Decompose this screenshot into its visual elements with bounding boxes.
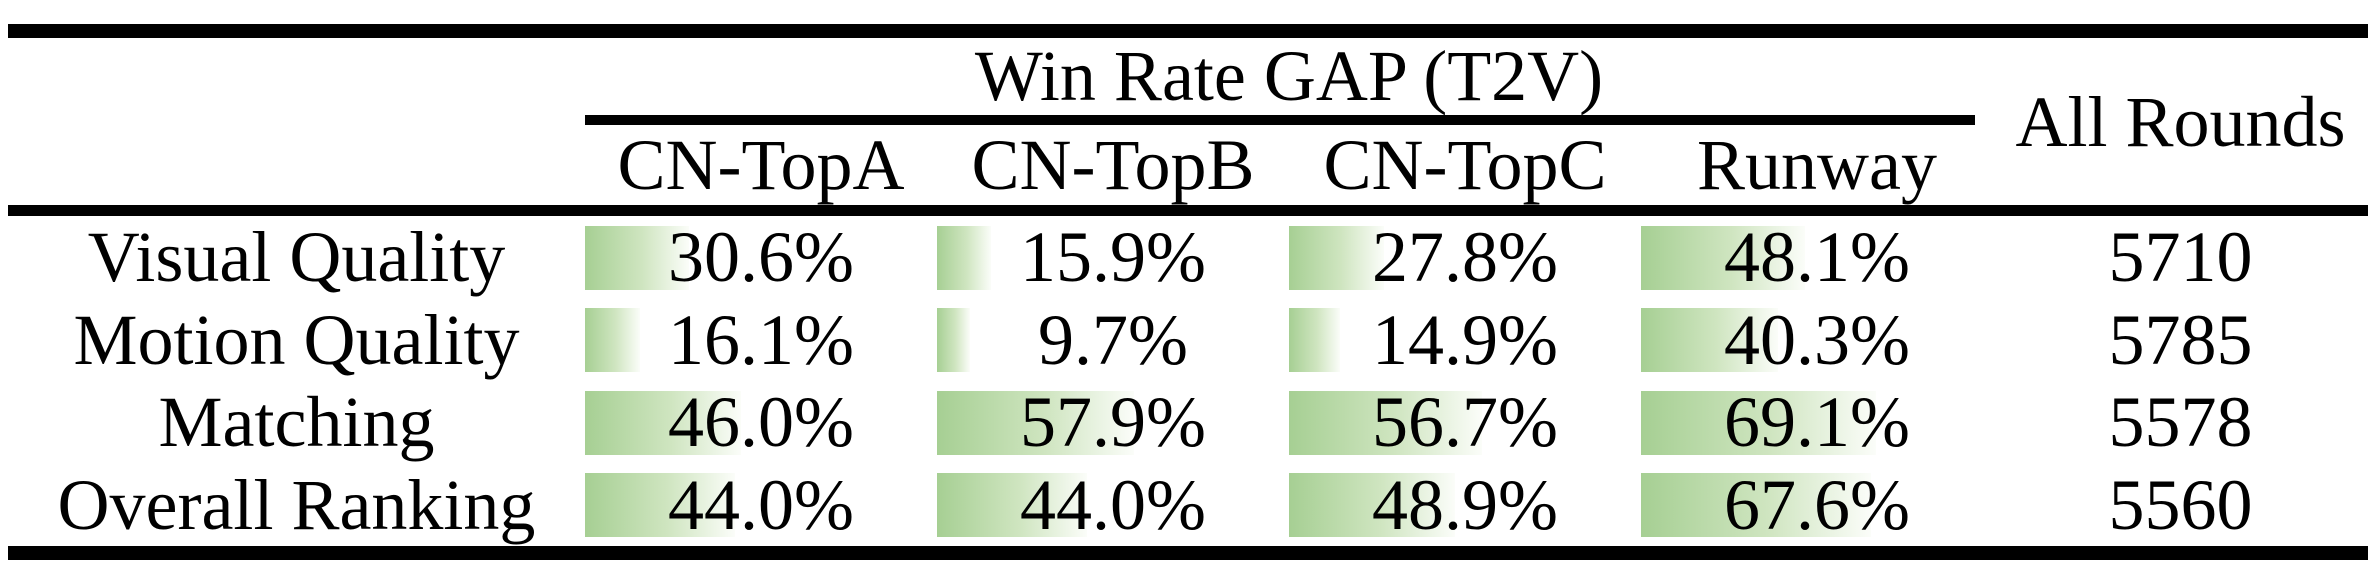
- data-bar: [1641, 308, 1779, 372]
- data-bar-track: [1641, 308, 1981, 372]
- table-row-visual-quality: Visual Quality 30.6% 15.9% 27.8% 48.1% 5…: [8, 216, 2368, 299]
- pct-value: 40.3%: [1724, 299, 1910, 380]
- all-rounds-value: 5560: [2108, 464, 2253, 545]
- data-bar: [937, 225, 992, 290]
- pct-cell: 14.9%: [1289, 299, 1641, 382]
- table-row-overall-ranking: Overall Ranking 44.0% 44.0% 48.9% 67.6% …: [8, 464, 2368, 547]
- data-bar-track: [585, 225, 925, 290]
- column-header-cn-topc: CN-TopC: [1323, 125, 1607, 205]
- pct-cell: 40.3%: [1641, 299, 1993, 382]
- row-label: Overall Ranking: [57, 464, 536, 545]
- pct-cell: 9.7%: [937, 299, 1289, 382]
- data-bar-track: [1289, 225, 1629, 290]
- row-label: Motion Quality: [73, 299, 520, 380]
- header-bottom-rule: [8, 205, 2368, 216]
- all-rounds-value: 5710: [2108, 217, 2253, 297]
- pct-cell: 16.1%: [585, 299, 937, 382]
- pct-cell: 48.1%: [1641, 216, 1993, 299]
- pct-value: 44.0%: [1020, 464, 1206, 545]
- data-bar-track: [585, 473, 925, 537]
- pct-value: 44.0%: [668, 464, 854, 545]
- pct-value: 56.7%: [1372, 382, 1558, 462]
- data-bar: [585, 225, 690, 290]
- pct-cell: 30.6%: [585, 216, 937, 299]
- pct-value: 15.9%: [1020, 217, 1206, 297]
- data-bar-track: [937, 473, 1277, 537]
- pct-cell: 44.0%: [937, 464, 1289, 547]
- data-bar: [1641, 225, 1805, 290]
- data-bar: [1641, 473, 1871, 537]
- column-header-cn-topa: CN-TopA: [617, 125, 905, 205]
- all-rounds-value: 5578: [2108, 382, 2253, 462]
- table-bottom-rule: [8, 546, 2368, 560]
- column-header-runway: Runway: [1697, 125, 1937, 205]
- pct-cell: 15.9%: [937, 216, 1289, 299]
- pct-value: 69.1%: [1724, 382, 1910, 462]
- data-bar: [937, 308, 970, 372]
- pct-cell: 46.0%: [585, 381, 937, 464]
- data-bar: [585, 308, 640, 372]
- group-header-win-rate-gap: Win Rate GAP (T2V): [974, 36, 1604, 116]
- data-bar: [1289, 473, 1456, 537]
- pct-value: 57.9%: [1020, 382, 1206, 462]
- data-bar-track: [1641, 473, 1981, 537]
- data-bar-track: [937, 308, 1277, 372]
- data-bar: [1289, 390, 1482, 455]
- pct-cell: 57.9%: [937, 381, 1289, 464]
- row-label: Visual Quality: [87, 217, 506, 297]
- pct-value: 48.9%: [1372, 464, 1558, 545]
- group-header-underline-rule: [585, 115, 1975, 125]
- data-bar-track: [1641, 225, 1981, 290]
- pct-cell: 27.8%: [1289, 216, 1641, 299]
- pct-value: 27.8%: [1372, 217, 1558, 297]
- data-bar-track: [1289, 473, 1629, 537]
- pct-value: 46.0%: [668, 382, 854, 462]
- pct-cell: 44.0%: [585, 464, 937, 547]
- pct-cell: 48.9%: [1289, 464, 1641, 547]
- pct-value: 9.7%: [1038, 299, 1188, 380]
- row-label: Matching: [158, 382, 435, 462]
- pct-cell: 56.7%: [1289, 381, 1641, 464]
- data-bar-track: [1289, 390, 1629, 455]
- column-header-all-rounds: All Rounds: [2015, 81, 2346, 162]
- pct-value: 48.1%: [1724, 217, 1910, 297]
- all-rounds-value: 5785: [2108, 299, 2253, 380]
- pct-value: 30.6%: [668, 217, 854, 297]
- data-bar-track: [585, 308, 925, 372]
- pct-value: 16.1%: [668, 299, 854, 380]
- pct-value: 14.9%: [1372, 299, 1558, 380]
- data-bar-track: [1289, 308, 1629, 372]
- table-header: Win Rate GAP (T2V) CN-TopA CN-TopB CN-To…: [8, 38, 2368, 205]
- table-row-matching: Matching 46.0% 57.9% 56.7% 69.1% 5578: [8, 381, 2368, 464]
- table-top-rule: [8, 24, 2368, 38]
- data-bar: [585, 390, 742, 455]
- data-bar: [1289, 308, 1340, 372]
- table-row-motion-quality: Motion Quality 16.1% 9.7% 14.9% 40.3% 57…: [8, 299, 2368, 382]
- pct-cell: 67.6%: [1641, 464, 1993, 547]
- data-bar-track: [1641, 390, 1981, 455]
- data-bar: [937, 390, 1134, 455]
- data-bar-track: [585, 390, 925, 455]
- data-bar: [1641, 390, 1876, 455]
- data-bar-track: [937, 225, 1277, 290]
- data-bar: [585, 473, 735, 537]
- data-bar: [1289, 225, 1384, 290]
- pct-cell: 69.1%: [1641, 381, 1993, 464]
- data-bar-track: [937, 390, 1277, 455]
- data-bar: [937, 473, 1087, 537]
- pct-value: 67.6%: [1724, 464, 1910, 545]
- column-header-cn-topb: CN-TopB: [971, 125, 1255, 205]
